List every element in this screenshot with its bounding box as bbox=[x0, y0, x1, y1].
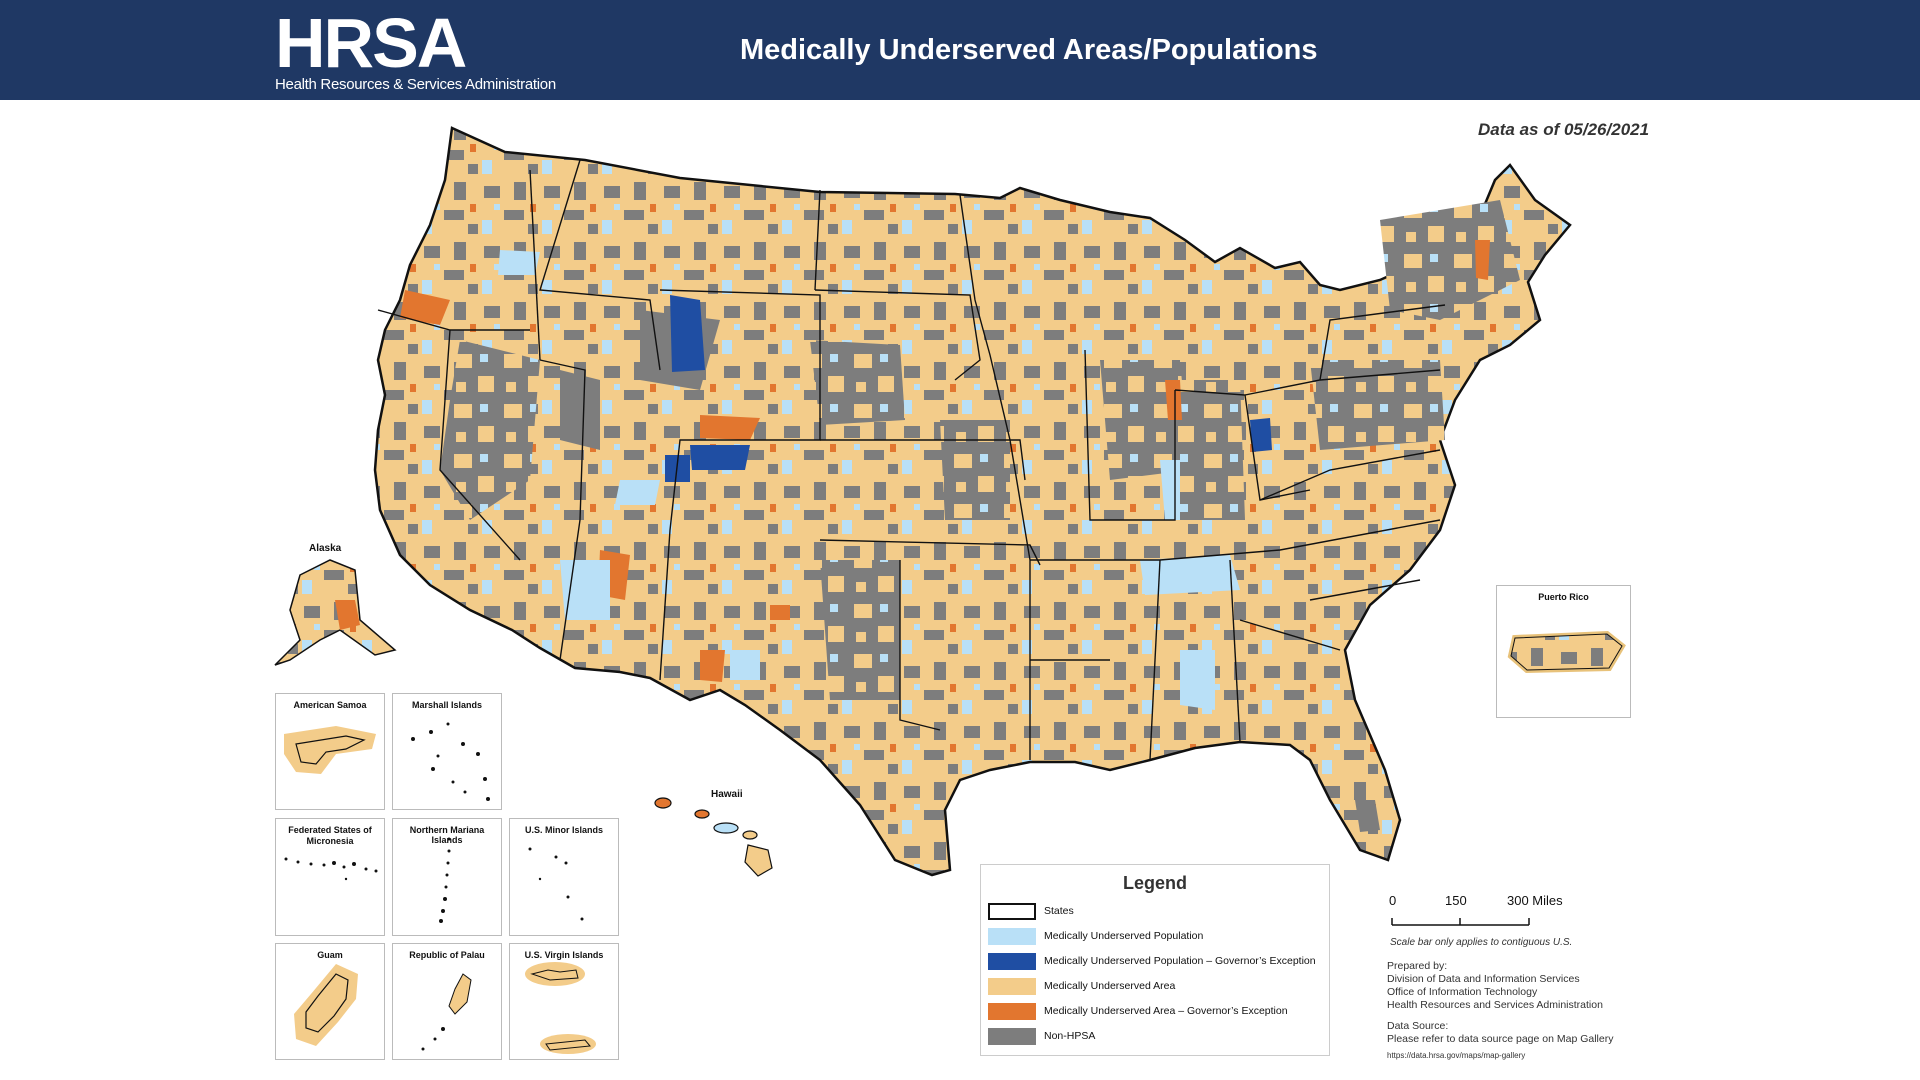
prepared-by-line-3: Health Resources and Services Administra… bbox=[1387, 999, 1603, 1011]
guam-shape bbox=[294, 964, 358, 1046]
legend-swatch-mua bbox=[988, 977, 1036, 995]
hrsa-logo: HRSA Health Resources & Services Adminis… bbox=[275, 8, 556, 93]
hawaii-label: Hawaii bbox=[711, 789, 743, 800]
legend-label-mua-governor: Medically Underserved Area – Governor’s … bbox=[1044, 1005, 1288, 1017]
prepared-by-line-1: Division of Data and Information Service… bbox=[1387, 973, 1580, 985]
credits: Prepared by: Division of Data and Inform… bbox=[1387, 960, 1613, 1062]
scale-bar: 0 150 300 Miles bbox=[1385, 893, 1615, 943]
minor-islands-shape bbox=[528, 847, 584, 921]
virgin-islands-shape bbox=[525, 962, 596, 1054]
palau-inset: Republic of Palau bbox=[392, 943, 502, 1060]
american-samoa-shape bbox=[284, 726, 376, 774]
palau-shape bbox=[421, 973, 472, 1051]
data-source-url[interactable]: https://data.hrsa.gov/maps/map-gallery bbox=[1387, 1051, 1526, 1060]
palau-label: Republic of Palau bbox=[409, 950, 485, 960]
scale-note: Scale bar only applies to contiguous U.S… bbox=[1390, 937, 1573, 948]
legend: Legend States Medically Underserved Popu… bbox=[980, 864, 1330, 1056]
minor-islands-label: U.S. Minor Islands bbox=[524, 825, 603, 835]
legend-swatch-non-hpsa bbox=[988, 1027, 1036, 1045]
legend-label-mup: Medically Underserved Population bbox=[1044, 930, 1204, 942]
legend-item-mup-governor: Medically Underserved Population – Gover… bbox=[988, 952, 1316, 970]
legend-label-mua: Medically Underserved Area bbox=[1044, 980, 1176, 992]
legend-label-non-hpsa: Non-HPSA bbox=[1044, 1030, 1096, 1042]
micronesia-shape bbox=[284, 857, 378, 881]
american-samoa-label: American Samoa bbox=[293, 700, 367, 710]
scale-tick-300: 300 Miles bbox=[1507, 893, 1563, 908]
marshall-islands-inset: Marshall Islands bbox=[392, 693, 502, 810]
us-map bbox=[274, 126, 1572, 877]
legend-swatch-mup bbox=[988, 927, 1036, 945]
scale-tick-150: 150 bbox=[1445, 893, 1467, 908]
legend-item-mup: Medically Underserved Population bbox=[988, 927, 1203, 945]
legend-label-mup-governor: Medically Underserved Population – Gover… bbox=[1044, 955, 1316, 967]
american-samoa-inset: American Samoa bbox=[275, 693, 385, 810]
scale-tick-0: 0 bbox=[1389, 893, 1397, 908]
northern-mariana-label: Northern Mariana Islands bbox=[409, 825, 485, 845]
legend-title: Legend bbox=[1122, 873, 1187, 893]
micronesia-label: Federated States of Micronesia bbox=[288, 825, 372, 846]
legend-label-states: States bbox=[1044, 905, 1074, 917]
legend-swatch-states bbox=[988, 902, 1036, 920]
virgin-islands-label: U.S. Virgin Islands bbox=[524, 950, 604, 960]
logo-wordmark: HRSA bbox=[275, 4, 467, 82]
data-date: Data as of 05/26/2021 bbox=[1478, 120, 1650, 139]
legend-item-non-hpsa: Non-HPSA bbox=[988, 1027, 1095, 1045]
legend-item-states: States bbox=[988, 902, 1074, 920]
alaska-label: Alaska bbox=[309, 543, 342, 554]
marshall-islands-label: Marshall Islands bbox=[411, 700, 483, 710]
logo-subtitle: Health Resources & Services Administrati… bbox=[275, 76, 556, 93]
minor-islands-inset: U.S. Minor Islands bbox=[509, 818, 619, 936]
guam-label: Guam bbox=[317, 950, 343, 960]
puerto-rico-label: Puerto Rico bbox=[1538, 592, 1589, 602]
map-title: Medically Underserved Areas/Populations bbox=[740, 34, 1318, 66]
header-banner: HRSA Health Resources & Services Adminis… bbox=[0, 0, 1920, 100]
prepared-by-line-2: Office of Information Technology bbox=[1387, 986, 1538, 998]
state-boundaries bbox=[377, 159, 1446, 761]
guam-inset: Guam bbox=[275, 943, 385, 1060]
scale-bar-line bbox=[1391, 918, 1530, 926]
northern-mariana-shape bbox=[439, 837, 451, 923]
prepared-by-label: Prepared by: bbox=[1387, 960, 1448, 972]
hawaii-shape bbox=[654, 797, 773, 877]
legend-swatch-mua-governor bbox=[988, 1002, 1036, 1020]
legend-swatch-mup-governor bbox=[988, 952, 1036, 970]
region-blocks bbox=[400, 200, 1520, 832]
legend-item-mua-governor: Medically Underserved Area – Governor’s … bbox=[988, 1002, 1288, 1020]
micronesia-inset: Federated States of Micronesia bbox=[275, 818, 385, 936]
virgin-islands-inset: U.S. Virgin Islands bbox=[509, 943, 619, 1060]
puerto-rico-shape bbox=[1507, 630, 1626, 674]
legend-item-mua: Medically Underserved Area bbox=[988, 977, 1175, 995]
northern-mariana-inset: Northern Mariana Islands bbox=[392, 818, 502, 936]
data-source-label: Data Source: bbox=[1387, 1020, 1449, 1032]
marshall-islands-shape bbox=[411, 722, 490, 801]
puerto-rico-inset: Puerto Rico bbox=[1496, 585, 1631, 718]
alaska-shape bbox=[274, 559, 397, 666]
data-source-text: Please refer to data source page on Map … bbox=[1387, 1033, 1614, 1045]
